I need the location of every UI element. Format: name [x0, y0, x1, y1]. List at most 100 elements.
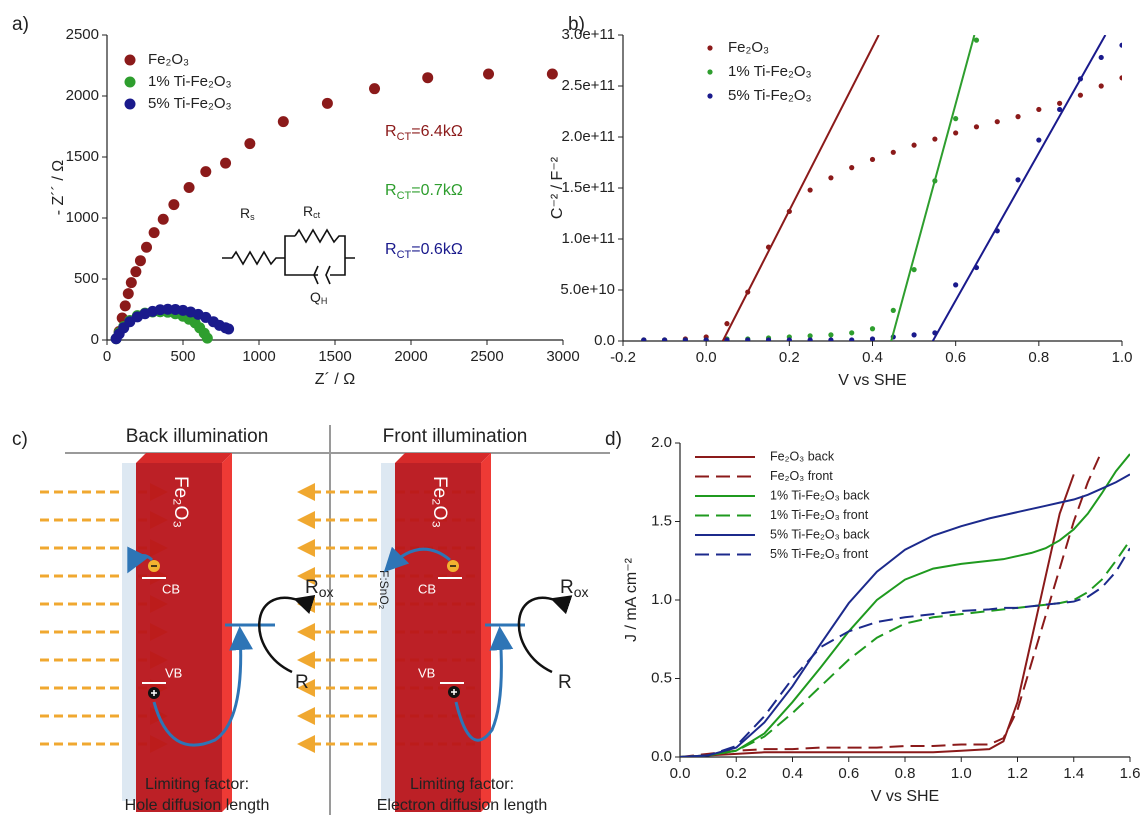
- point: [828, 175, 834, 181]
- point: [483, 68, 495, 80]
- point: [973, 37, 980, 43]
- legend-label: 5% Ti-Fe₂O₃ back: [770, 527, 870, 541]
- point: [134, 255, 146, 267]
- annotation-symbol: R: [385, 182, 397, 199]
- point: [703, 337, 709, 341]
- slab: [136, 463, 222, 812]
- y-tick-label: 0.0: [651, 748, 672, 765]
- point: [1098, 54, 1104, 61]
- species-label: R: [295, 672, 309, 693]
- point: [148, 227, 160, 239]
- slab-top: [136, 453, 232, 463]
- point: [201, 332, 213, 344]
- point: [911, 142, 917, 148]
- point: [641, 337, 647, 341]
- panel-label: b): [568, 14, 585, 35]
- y-tick-label: 3.0e+11: [561, 26, 615, 43]
- y-tick-label: 1.5: [651, 512, 672, 529]
- point: [828, 332, 834, 338]
- circuit-label: Rs: [240, 205, 255, 223]
- point: [1057, 106, 1063, 113]
- band-label: CB: [162, 581, 180, 596]
- point: [807, 337, 813, 341]
- annotation-value: =0.6kΩ: [411, 241, 463, 258]
- point: [1098, 83, 1104, 89]
- circuit-cpe: [313, 265, 331, 285]
- x-axis-label: V vs SHE: [838, 372, 906, 389]
- point: [422, 72, 434, 84]
- y-tick-label: 2.0: [651, 434, 672, 451]
- y-tick-label: 1000: [66, 209, 99, 226]
- point: [849, 330, 855, 336]
- y-tick-label: 2000: [66, 87, 99, 104]
- annotation-symbol: R: [385, 241, 397, 258]
- x-tick-label: 1000: [242, 348, 275, 365]
- y-tick-label: 1500: [66, 148, 99, 165]
- point: [141, 241, 153, 253]
- annotation: RCT=0.6kΩ: [385, 241, 463, 261]
- point: [1015, 114, 1021, 120]
- y-tick-label: 1.0: [651, 591, 672, 608]
- point: [890, 149, 896, 155]
- point: [953, 116, 959, 122]
- point: [682, 337, 688, 341]
- point: [1036, 137, 1042, 143]
- x-tick-label: 2500: [470, 348, 503, 365]
- annotation: RCT=6.4kΩ: [385, 123, 463, 143]
- point: [183, 182, 195, 193]
- legend-marker: [124, 98, 136, 110]
- x-tick-label: 0.4: [782, 765, 803, 782]
- legend-label: 1% Ti-Fe₂O₃: [728, 63, 812, 80]
- band-label: VB: [165, 665, 182, 680]
- point: [932, 136, 938, 142]
- slab-top: [395, 453, 491, 463]
- legend-label: 5% Ti-Fe₂O₃ front: [770, 547, 869, 561]
- diagram-title: Front illumination: [383, 426, 528, 447]
- x-tick-label: 0.0: [670, 765, 691, 782]
- point: [745, 337, 751, 341]
- point: [786, 337, 792, 341]
- y-tick-label: 2.5e+11: [561, 77, 615, 94]
- y-axis-label: J / mA cm⁻²: [623, 557, 640, 642]
- electron-path: [127, 546, 154, 574]
- point: [911, 267, 917, 273]
- x-tick-label: 1500: [318, 348, 351, 365]
- annotation-value: =0.7kΩ: [411, 182, 463, 199]
- band-label: VB: [418, 665, 435, 680]
- point: [994, 119, 1000, 125]
- point: [849, 165, 855, 171]
- fit-line: [721, 35, 880, 341]
- annotation-value: =6.4kΩ: [411, 123, 463, 140]
- point: [953, 282, 959, 288]
- electron-path: [383, 546, 451, 573]
- plot-area: [110, 68, 558, 345]
- redox-arrow: [258, 594, 316, 674]
- point: [546, 68, 558, 80]
- fit-line: [890, 35, 976, 341]
- legend-label: Fe₂O₃: [148, 51, 189, 68]
- point: [849, 337, 855, 341]
- species-label: Rox: [560, 577, 589, 600]
- point: [890, 307, 896, 313]
- species-subscript: ox: [574, 584, 589, 600]
- point: [1119, 42, 1122, 48]
- point: [1036, 106, 1042, 113]
- legend-label: Fe₂O₃: [728, 39, 769, 56]
- point: [122, 288, 134, 300]
- legend-marker: [707, 69, 713, 75]
- point: [277, 116, 289, 128]
- point: [220, 157, 232, 169]
- annotation-subscript: CT: [397, 131, 412, 143]
- band-label: CB: [418, 581, 436, 596]
- legend-label: 1% Ti-Fe₂O₃ back: [770, 488, 870, 502]
- material-label: Fe₂O₃: [429, 476, 450, 528]
- x-tick-label: 0.2: [779, 349, 800, 366]
- x-axis-label: Z´ / Ω: [315, 371, 355, 388]
- x-tick-label: 0.2: [726, 765, 747, 782]
- note: Limiting factor:: [145, 776, 249, 793]
- point: [828, 337, 834, 341]
- circuit-subscript: H: [321, 296, 328, 306]
- point: [869, 156, 876, 163]
- species-symbol: R: [560, 577, 574, 598]
